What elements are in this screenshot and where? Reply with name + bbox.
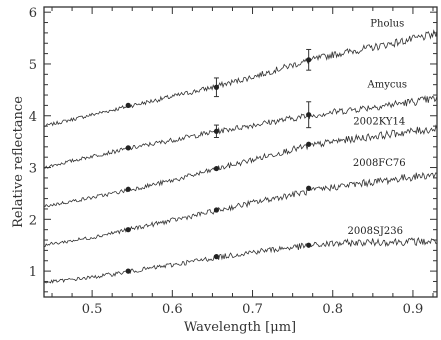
series-label-0: Pholus (370, 19, 404, 30)
x-tick-label: 0.5 (82, 302, 103, 317)
series-labels: Pholus Amycus 2002KY14 2008FC76 2008SJ236 (348, 19, 407, 237)
photometry-point (125, 102, 131, 108)
x-tick-label: 0.9 (403, 302, 424, 317)
y-tick-label: 4 (29, 110, 37, 125)
y-tick-label: 5 (29, 58, 37, 73)
x-tick-label: 0.6 (162, 302, 183, 317)
y-tick-label: 3 (29, 162, 37, 177)
photometry-point (213, 207, 220, 213)
photometry-point (213, 84, 220, 90)
photometry-point (125, 227, 131, 233)
series-label-4: 2008SJ236 (348, 226, 403, 237)
series-lines (43, 29, 438, 284)
y-tick-label: 1 (29, 265, 37, 280)
series-label-2: 2002KY14 (353, 117, 405, 128)
y-axis-title: Relative reflectance (11, 96, 26, 228)
spectrum-line-4 (43, 237, 438, 284)
y-tick-label: 6 (29, 6, 37, 21)
photometry-point (306, 185, 312, 191)
tick-marks: 0.5 0.6 0.7 0.8 0.9 1 2 3 4 5 6 (29, 6, 437, 317)
x-tick-label: 0.7 (242, 302, 263, 317)
spectrum-line-1 (43, 94, 438, 169)
series-label-1: Amycus (367, 79, 408, 90)
photometry-points (125, 48, 312, 274)
photometry-point (125, 268, 131, 274)
photometry-point (213, 254, 220, 260)
photometry-point (306, 242, 312, 248)
photometry-point (125, 186, 131, 192)
photometry-point (213, 165, 220, 172)
photometry-point (125, 145, 131, 151)
series-label-3: 2008FC76 (353, 158, 406, 169)
photometry-point (306, 57, 312, 63)
plot-frame (43, 6, 438, 298)
y-tick-label: 2 (29, 213, 37, 228)
spectrum-line-0 (43, 29, 438, 127)
axes (43, 6, 438, 298)
photometry-point (213, 128, 220, 134)
photometry-point (306, 141, 312, 147)
spectrum-line-3 (43, 171, 438, 248)
spectrum-line-2 (43, 124, 438, 208)
x-axis-title: Wavelength [μm] (184, 320, 296, 335)
photometry-point (306, 112, 312, 118)
x-tick-label: 0.8 (322, 302, 343, 317)
